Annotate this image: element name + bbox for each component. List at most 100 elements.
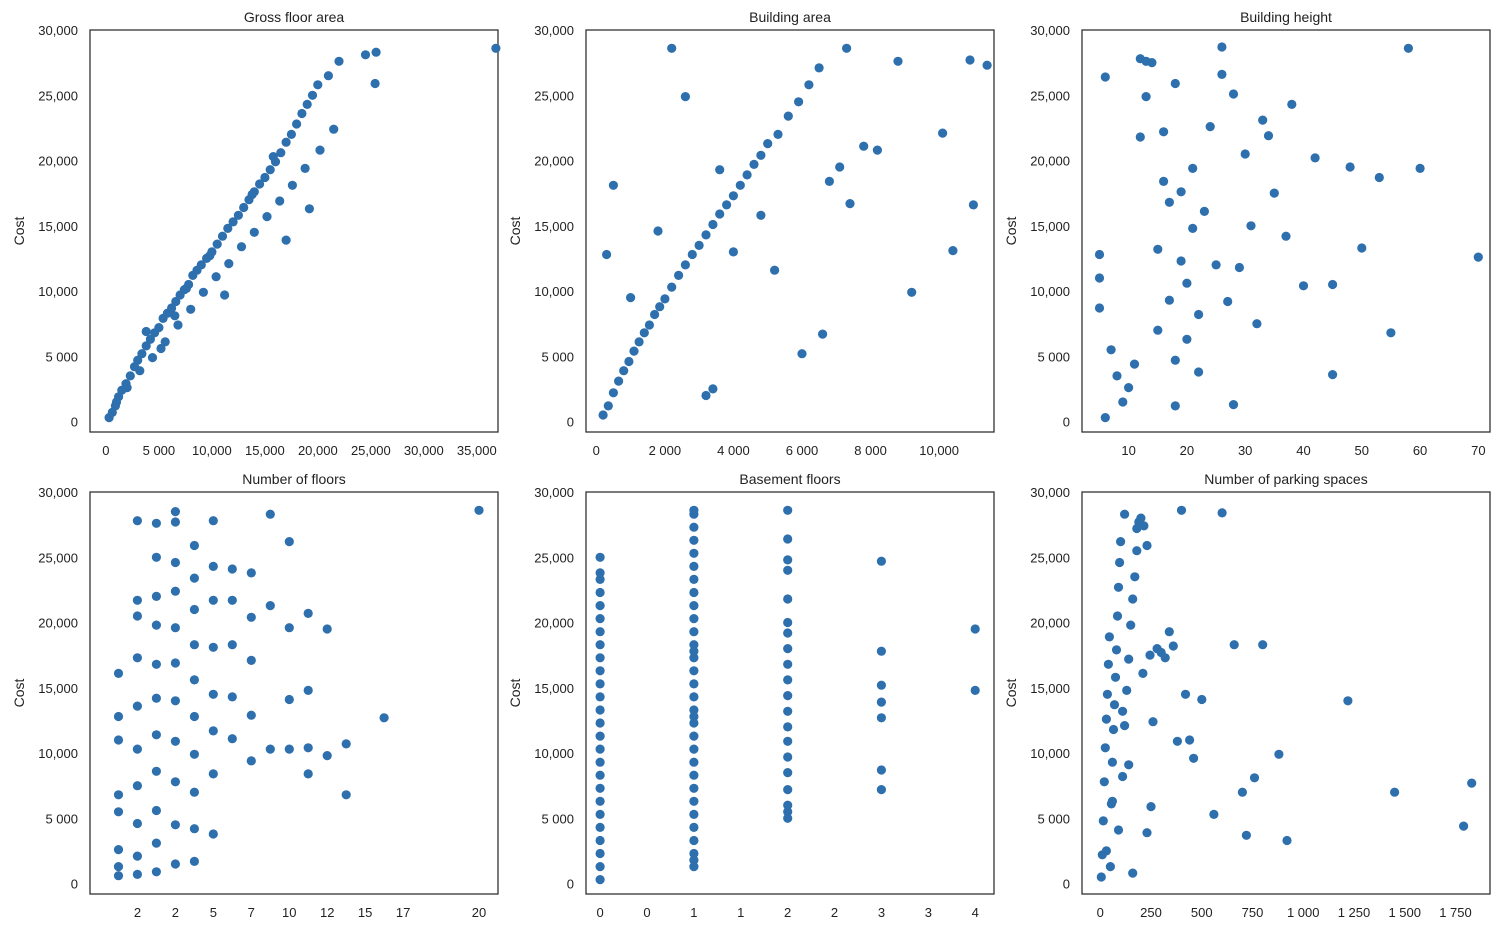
x-tick-label: 10,000	[192, 443, 232, 458]
scatter-point	[595, 587, 605, 598]
scatter-point	[151, 766, 161, 776]
x-tick-label: 70	[1471, 443, 1485, 458]
scatter-point	[1189, 753, 1199, 763]
scatter-point	[170, 696, 180, 706]
scatter-point	[113, 807, 124, 817]
y-tick-label: 30,000	[534, 23, 574, 38]
scatter-point	[804, 80, 814, 90]
scatter-point	[170, 517, 180, 527]
scatter-point	[303, 769, 313, 779]
scatter-point	[598, 410, 608, 420]
scatter-point	[1287, 99, 1297, 109]
scatter-point	[1120, 721, 1130, 731]
scatter-point	[876, 646, 887, 656]
scatter-point	[1132, 523, 1142, 534]
scatter-point	[689, 653, 699, 663]
scatter-point	[1128, 868, 1138, 878]
scatter-point	[292, 119, 302, 129]
scatter-point	[329, 124, 339, 134]
x-tick-label: 2	[831, 905, 838, 920]
scatter-point	[1094, 273, 1105, 283]
scatter-point	[217, 231, 228, 241]
scatter-point	[689, 601, 699, 611]
scatter-point	[595, 835, 605, 846]
scatter-point	[125, 371, 135, 381]
scatter-point	[783, 644, 793, 654]
scatter-point	[151, 591, 161, 602]
scatter-point	[132, 653, 142, 663]
y-tick-label: 5 000	[1037, 811, 1070, 826]
scatter-point	[715, 165, 725, 175]
y-tick-label: 15,000	[534, 219, 574, 234]
scatter-point	[1229, 640, 1239, 650]
scatter-point	[1118, 771, 1128, 782]
scatter-point	[595, 796, 605, 806]
y-tick-label: 25,000	[38, 550, 78, 565]
chart-title: Number of floors	[242, 471, 345, 487]
scatter-point	[268, 152, 278, 162]
scatter-point	[783, 534, 793, 544]
scatter-point	[715, 209, 725, 219]
scatter-point	[701, 230, 711, 240]
y-tick-label: 10,000	[1030, 746, 1070, 761]
scatter-point	[1228, 89, 1239, 99]
scatter-point	[1159, 176, 1169, 186]
y-tick-label: 5 000	[541, 811, 574, 826]
scatter-point	[1252, 319, 1262, 329]
scatter-point	[1197, 694, 1207, 705]
scatter-point	[970, 624, 980, 634]
scatter-point	[1170, 355, 1180, 365]
y-tick-label: 10,000	[38, 746, 78, 761]
scatter-point	[689, 705, 699, 715]
scatter-point	[1132, 546, 1142, 556]
scatter-point	[835, 162, 845, 172]
scatter-point	[1176, 187, 1186, 197]
scatter-point	[689, 505, 699, 515]
scatter-point	[689, 522, 699, 532]
scatter-point	[170, 623, 180, 633]
scatter-point	[151, 838, 161, 848]
scatter-point	[1113, 825, 1124, 835]
scatter-point	[113, 735, 124, 745]
y-axis-label: Cost	[11, 679, 27, 708]
scatter-point	[1185, 735, 1195, 745]
scatter-point	[644, 320, 655, 330]
scatter-point	[749, 159, 759, 169]
scatter-point	[151, 659, 161, 669]
scatter-point	[284, 537, 294, 547]
scatter-point	[173, 320, 183, 330]
scatter-point	[689, 614, 699, 624]
scatter-point	[156, 343, 166, 354]
scatter-point	[1116, 537, 1126, 547]
scatter-point	[284, 623, 294, 633]
scatter-point	[246, 568, 256, 578]
y-tick-label: 0	[71, 415, 78, 430]
scatter-point	[208, 769, 218, 779]
scatter-point	[619, 366, 629, 376]
scatter-point	[1096, 872, 1106, 882]
scatter-point	[783, 675, 793, 685]
y-axis-label: Cost	[1003, 217, 1019, 246]
scatter-point	[1182, 278, 1192, 288]
scatter-point	[1110, 672, 1121, 682]
scatter-point	[246, 756, 256, 766]
scatter-point	[1128, 594, 1138, 604]
scatter-point	[189, 824, 199, 834]
scatter-point	[151, 867, 161, 877]
scatter-point	[371, 47, 381, 57]
x-tick-label: 0	[596, 905, 603, 920]
scatter-point	[694, 240, 704, 250]
scatter-point	[629, 346, 639, 356]
scatter-point	[334, 56, 344, 66]
y-tick-label: 0	[1063, 877, 1070, 892]
scatter-point	[323, 71, 333, 81]
scatter-point	[1188, 223, 1198, 233]
scatter-point	[824, 176, 835, 186]
scatter-point	[689, 627, 699, 637]
scatter-point	[170, 586, 180, 596]
scatter-point	[1282, 835, 1292, 846]
scatter-point	[595, 692, 605, 702]
scatter-point	[797, 349, 807, 359]
y-tick-label: 0	[71, 877, 78, 892]
y-tick-label: 0	[567, 877, 574, 892]
